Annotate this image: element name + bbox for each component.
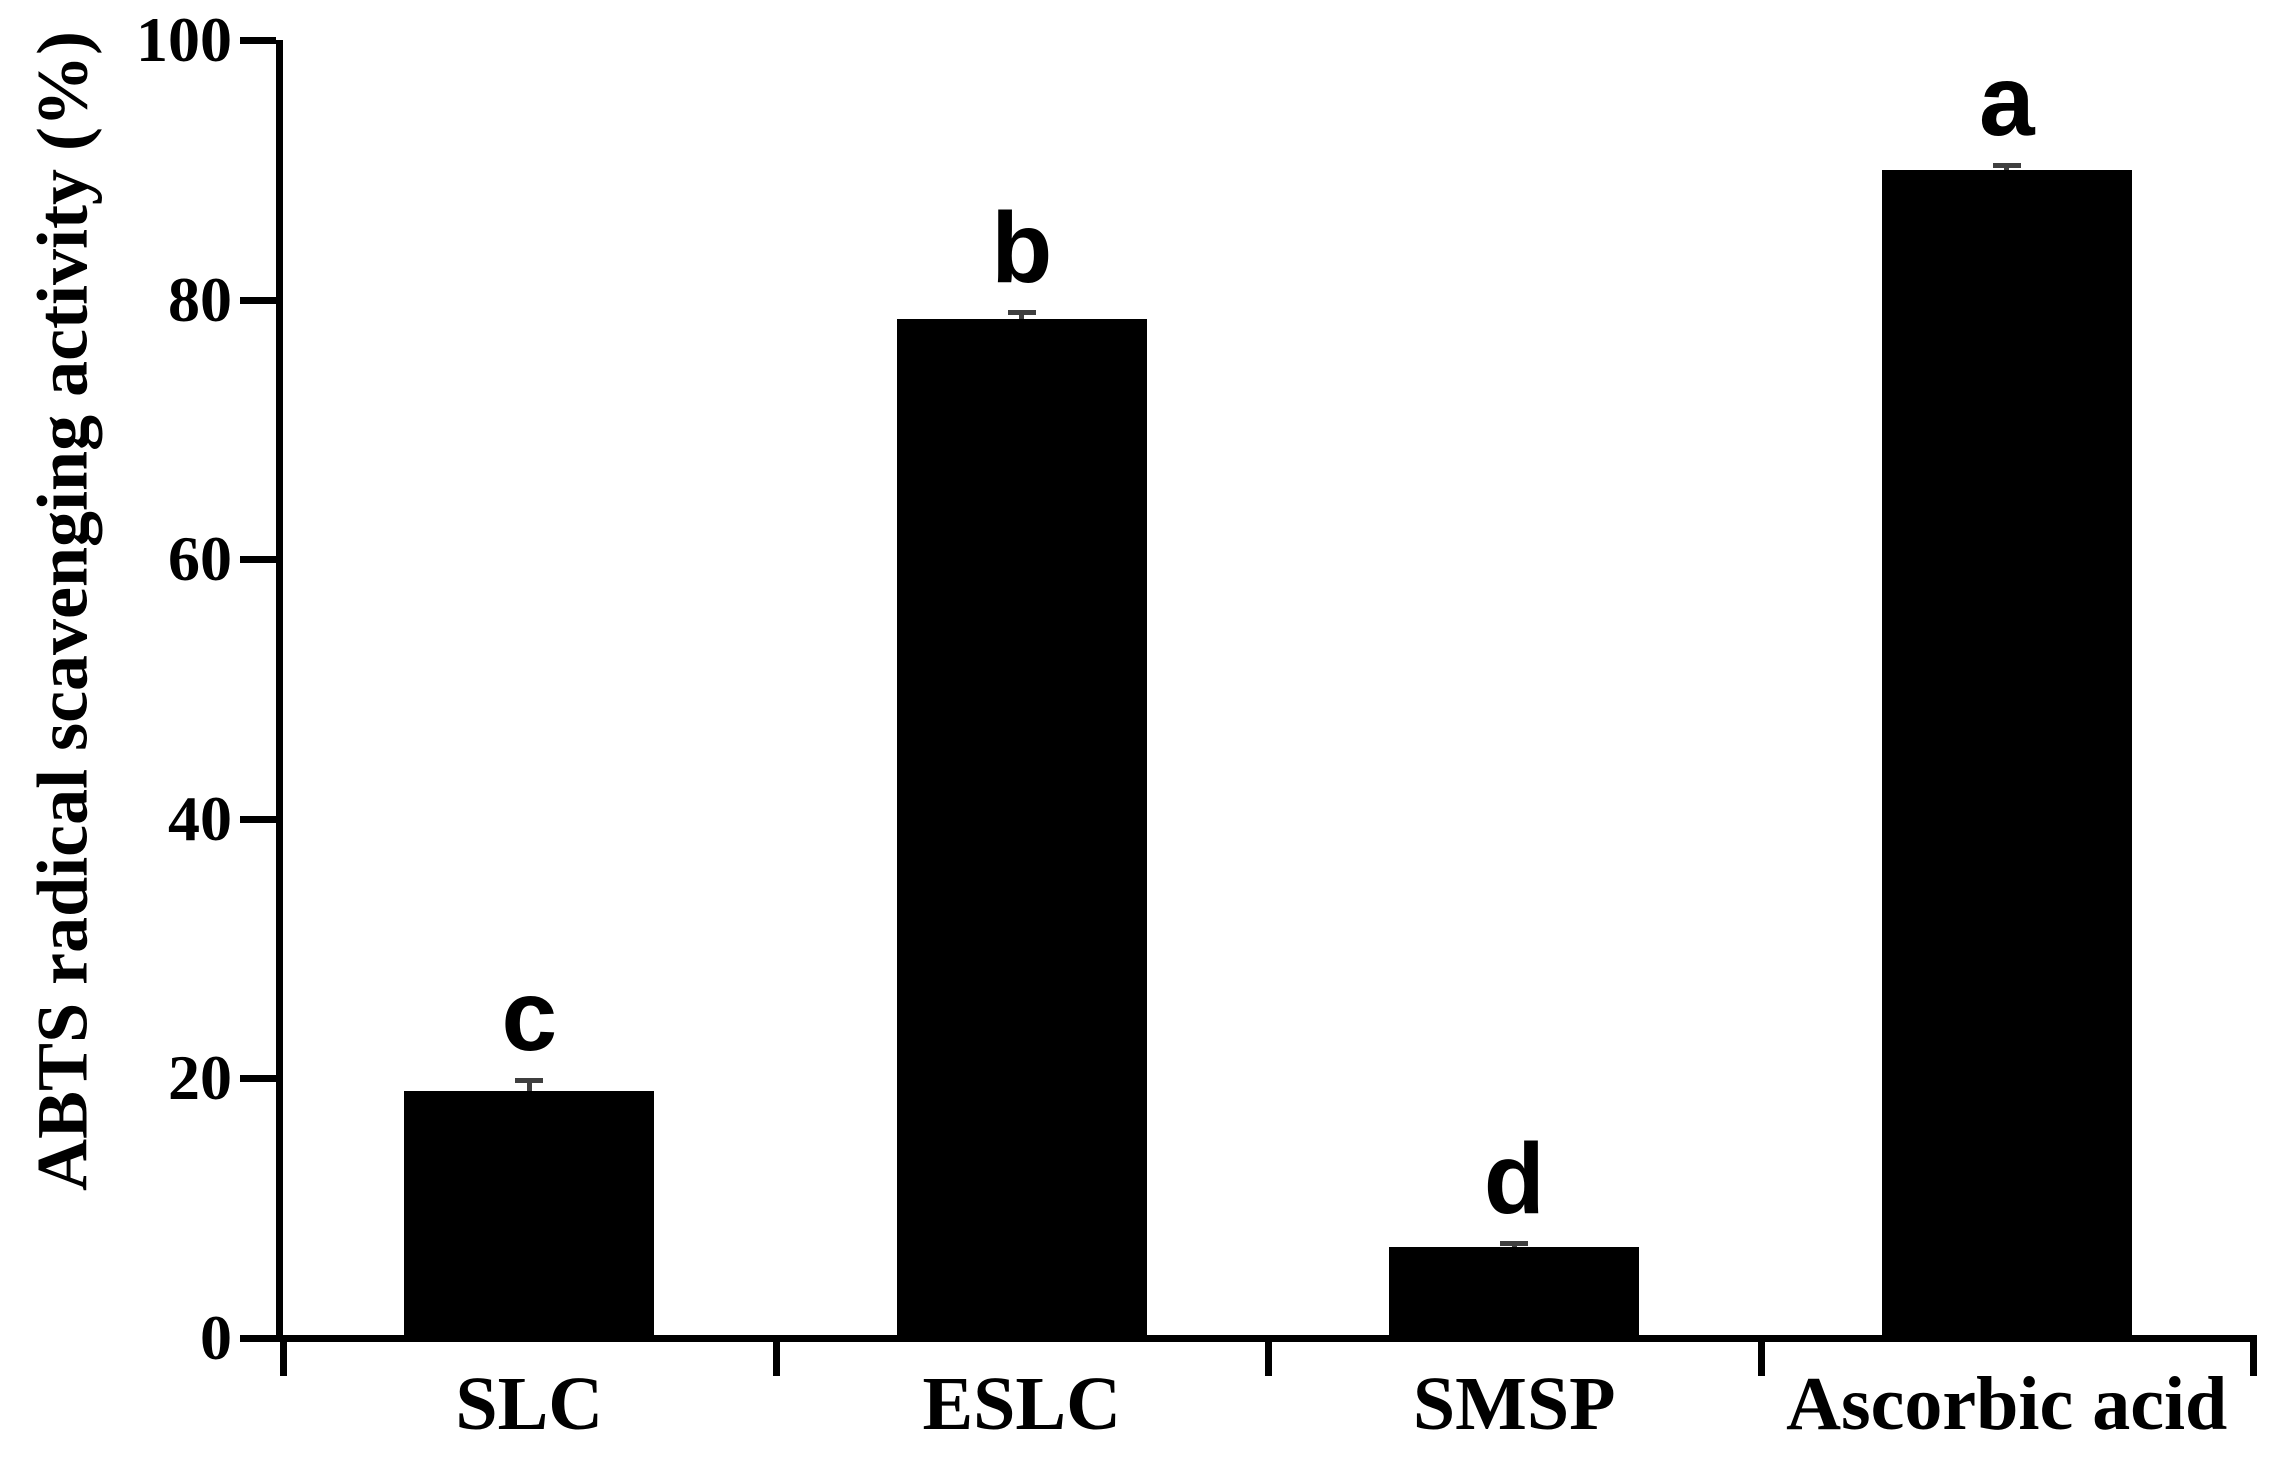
y-tick: [240, 1075, 276, 1083]
y-tick-label: 0: [200, 1302, 232, 1373]
sig-letter-ascorbic-acid: a: [1978, 45, 2035, 158]
x-label-smsp: SMSP: [1412, 1362, 1616, 1446]
sig-letter-slc: c: [501, 960, 558, 1073]
y-tick: [240, 37, 276, 44]
y-tick: [240, 1335, 276, 1342]
error-bar-cap: [515, 1078, 544, 1084]
x-tick: [280, 1338, 287, 1376]
y-tick-label: 80: [168, 263, 232, 335]
y-tick-label: 20: [168, 1042, 232, 1114]
x-tick: [1265, 1338, 1272, 1376]
x-label-slc: SLC: [455, 1362, 604, 1446]
y-tick-label: 100: [136, 4, 232, 75]
bar-smsp: [1389, 1247, 1640, 1338]
bar-eslc: [896, 319, 1147, 1338]
x-label-ascorbic-acid: Ascorbic acid: [1786, 1362, 2228, 1446]
x-tick: [2250, 1338, 2257, 1376]
bar-slc: [404, 1091, 655, 1338]
error-bar-cap: [1500, 1240, 1529, 1246]
y-tick: [240, 556, 276, 564]
sig-letter-smsp: d: [1483, 1122, 1545, 1235]
error-bar-stem: [526, 1078, 532, 1104]
y-tick: [240, 296, 276, 304]
x-label-eslc: ESLC: [922, 1362, 1122, 1446]
y-tick-label: 60: [168, 523, 232, 595]
y-axis: [276, 40, 283, 1342]
y-tick-label: 40: [168, 782, 232, 854]
sig-letter-eslc: b: [991, 191, 1053, 304]
error-bar-cap: [1992, 163, 2021, 169]
x-tick: [772, 1338, 780, 1376]
error-bar-cap: [1007, 309, 1036, 315]
y-tick: [240, 815, 276, 823]
bar-ascorbic-acid: [1881, 169, 2132, 1338]
y-axis-title: ABTS radical scavenging activity (%): [22, 31, 103, 1191]
x-tick: [1757, 1338, 1765, 1376]
